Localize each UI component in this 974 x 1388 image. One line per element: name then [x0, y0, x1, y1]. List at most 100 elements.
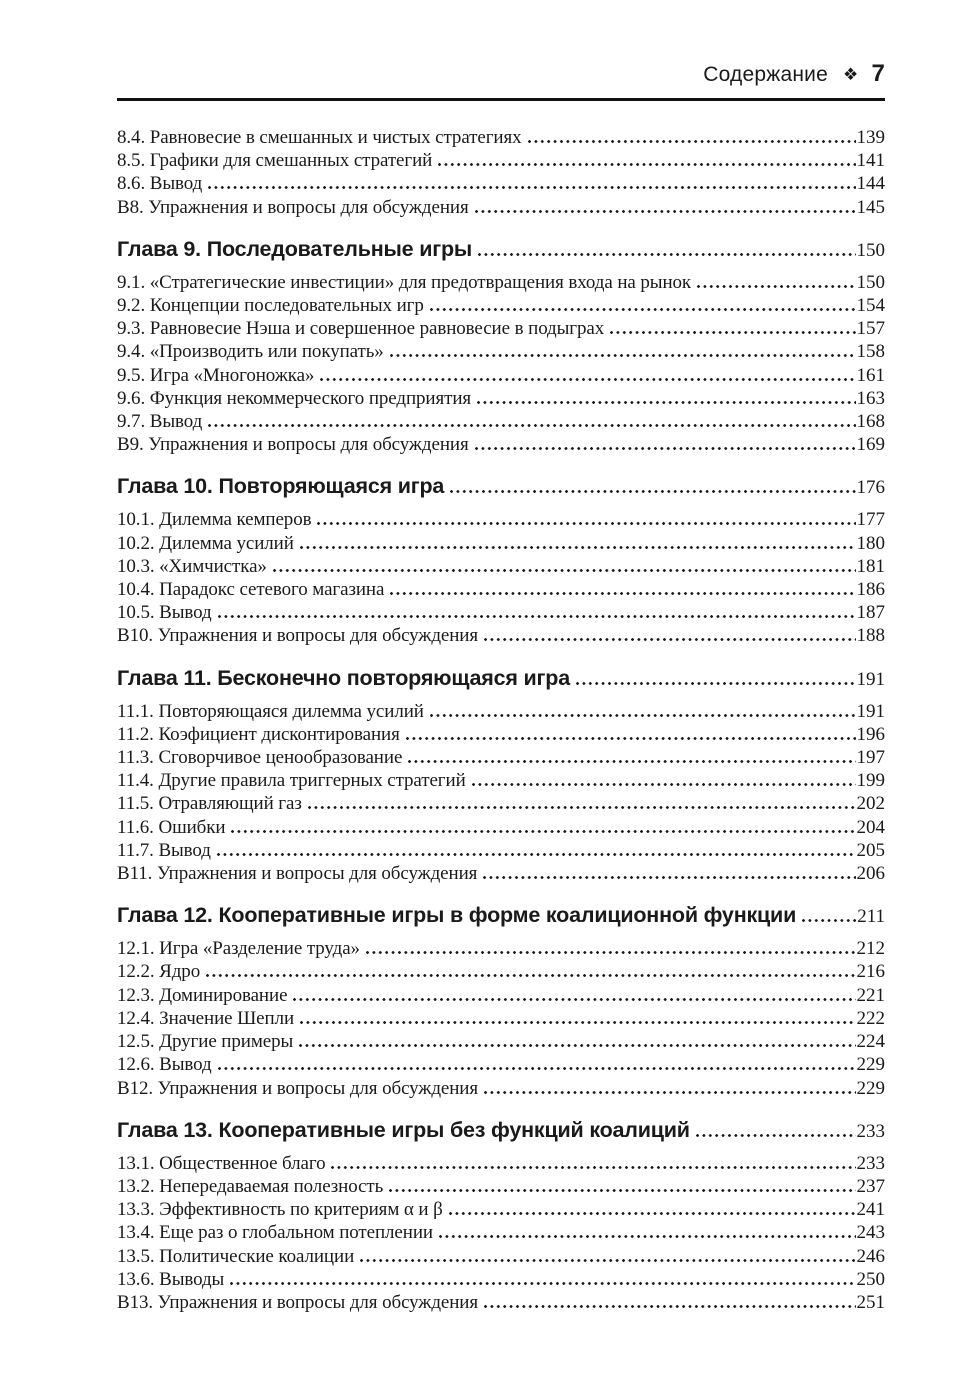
entry-title: 12.1. Игра «Разделение труда» [117, 938, 360, 960]
toc-entry-row: 12.3. Доминирование 221 [117, 984, 885, 1007]
entry-title: 12.2. Ядро [117, 961, 201, 983]
header-rule [117, 98, 885, 101]
toc-section: Глава 11. Бесконечно повторяющаяся игра … [117, 664, 885, 886]
toc-entry-row: 12.2. Ядро 216 [117, 960, 885, 983]
entry-page-number: 206 [856, 863, 886, 885]
page-folio: 7 [871, 60, 885, 87]
toc-list: 8.4. Равновесие в смешанных и чистых стр… [117, 126, 885, 1314]
entry-title: 13.3. Эффективность по критериям α и β [117, 1199, 443, 1221]
running-title: Содержание [703, 63, 828, 86]
toc-entry-row: 12.6. Вывод 229 [117, 1053, 885, 1076]
section-entries: 9.1. «Стратегические инвестиции» для пре… [117, 271, 885, 457]
entry-title: 8.4. Равновесие в смешанных и чистых стр… [117, 127, 522, 148]
entry-page-number: 187 [856, 602, 886, 624]
chapter-heading-page-number: 233 [856, 1120, 886, 1142]
toc-entry-row: 11.7. Вывод 205 [117, 839, 885, 862]
toc-entry-row: 11.2. Коэфициент дисконтирования 196 [117, 723, 885, 746]
entry-title: 11.7. Вывод [117, 839, 211, 861]
entry-title: В11. Упражнения и вопросы для обсуждения [117, 863, 478, 885]
section-entries: 12.1. Игра «Разделение труда» 212 12.2. … [117, 937, 885, 1099]
running-header: Содержание ❖ 7 [117, 60, 885, 88]
chapter-heading-page-number: 176 [856, 477, 886, 499]
entry-title: 12.3. Доминирование [117, 984, 288, 1006]
toc-entry-row: В8. Упражнения и вопросы для обсуждения … [117, 196, 885, 219]
entry-page-number: 241 [856, 1199, 886, 1221]
section-entries: 13.1. Общественное благо 233 13.2. Непер… [117, 1152, 885, 1314]
toc-entry-row: 9.1. «Стратегические инвестиции» для пре… [117, 271, 885, 294]
toc-entry-row: 9.6. Функция некоммерческого предприятия… [117, 387, 885, 410]
chapter-heading-row: Глава 11. Бесконечно повторяющаяся игра … [117, 664, 885, 694]
chapter-heading-page-number: 191 [856, 668, 886, 690]
entry-page-number: 221 [856, 984, 886, 1006]
entry-page-number: 158 [856, 341, 886, 363]
entry-page-number: 224 [856, 1031, 886, 1053]
toc-entry-row: 13.6. Выводы 250 [117, 1268, 885, 1291]
toc-entry-row: 9.5. Игра «Многоножка» 161 [117, 364, 885, 387]
entry-page-number: 229 [856, 1054, 886, 1076]
entry-title: 9.2. Концепции последовательных игр [117, 295, 424, 317]
entry-title: 13.6. Выводы [117, 1268, 225, 1290]
entry-title: 10.3. «Химчистка» [117, 555, 267, 577]
toc-entry-row: 8.5. Графики для смешанных стратегий 141 [117, 149, 885, 172]
entry-title: 10.1. Дилемма кемперов [117, 509, 312, 531]
toc-entry-row: 13.5. Политические коалиции 246 [117, 1245, 885, 1268]
toc-entry-row: 10.4. Парадокс сетевого магазина 186 [117, 578, 885, 601]
entry-page-number: 250 [856, 1268, 886, 1290]
entry-page-number: 212 [856, 938, 886, 960]
entry-title: 12.5. Другие примеры [117, 1031, 294, 1053]
entry-title: 11.6. Ошибки [117, 816, 226, 838]
toc-entry-row: В11. Упражнения и вопросы для обсуждения… [117, 862, 885, 885]
toc-entry-row: 12.4. Значение Шепли 222 [117, 1007, 885, 1030]
entry-title: 8.5. Графики для смешанных стратегий [117, 150, 433, 172]
toc-entry-row: 11.3. Сговорчивое ценообразование 197 [117, 746, 885, 769]
toc-entry-row: 12.1. Игра «Разделение труда» 212 [117, 937, 885, 960]
entry-title: 11.3. Сговорчивое ценообразование [117, 747, 403, 769]
entry-title: 12.4. Значение Шепли [117, 1007, 295, 1029]
entry-page-number: 139 [856, 127, 886, 148]
toc-entry-row: В13. Упражнения и вопросы для обсуждения… [117, 1291, 885, 1314]
entry-title: 10.5. Вывод [117, 602, 212, 624]
entry-title: 11.5. Отравляющий газ [117, 793, 302, 815]
entry-title: 11.1. Повторяющаяся дилемма усилий [117, 700, 424, 722]
chapter-heading-row: Глава 13. Кооперативные игры без функций… [117, 1116, 885, 1146]
entry-title: 10.2. Дилемма усилий [117, 532, 294, 554]
entry-title: В10. Упражнения и вопросы для обсуждения [117, 625, 478, 647]
entry-page-number: 169 [856, 434, 886, 456]
section-entries: 11.1. Повторяющаяся дилемма усилий 191 1… [117, 700, 885, 886]
entry-page-number: 141 [856, 150, 886, 172]
entry-title: 13.1. Общественное благо [117, 1152, 326, 1174]
chapter-heading-title: Глава 9. Последовательные игры [117, 236, 473, 261]
chapter-heading-title: Глава 12. Кооперативные игры в форме коа… [117, 903, 797, 928]
entry-page-number: 197 [856, 747, 886, 769]
toc-entry-row: 12.5. Другие примеры 224 [117, 1030, 885, 1053]
toc-section: Глава 9. Последовательные игры 150 9.1. … [117, 235, 885, 457]
entry-page-number: 196 [856, 723, 886, 745]
entry-title: 11.2. Коэфициент дисконтирования [117, 723, 400, 745]
toc-entry-row: 11.6. Ошибки 204 [117, 816, 885, 839]
entry-page-number: 202 [856, 793, 886, 815]
toc-entry-row: 11.5. Отравляющий газ 202 [117, 792, 885, 815]
chapter-heading-page-number: 211 [857, 906, 885, 928]
toc-entry-row: В10. Упражнения и вопросы для обсуждения… [117, 624, 885, 647]
entry-page-number: 188 [856, 625, 886, 647]
chapter-heading-row: Глава 10. Повторяющаяся игра 176 [117, 472, 885, 502]
entry-page-number: 181 [856, 555, 886, 577]
section-entries: 10.1. Дилемма кемперов 177 10.2. Дилемма… [117, 508, 885, 647]
chapter-heading-title: Глава 11. Бесконечно повторяющаяся игра [117, 665, 570, 690]
entry-page-number: 154 [856, 295, 886, 317]
toc-entry-row: 13.2. Непередаваемая полезность 237 [117, 1175, 885, 1198]
toc-entry-row: 9.4. «Производить или покупать» 158 [117, 340, 885, 363]
entry-page-number: 222 [856, 1007, 886, 1029]
toc-entry-row: В9. Упражнения и вопросы для обсуждения … [117, 433, 885, 456]
section-entries: 8.4. Равновесие в смешанных и чистых стр… [117, 126, 885, 219]
entry-page-number: 216 [856, 961, 886, 983]
toc-entry-row: 10.1. Дилемма кемперов 177 [117, 508, 885, 531]
entry-page-number: 177 [856, 509, 886, 531]
entry-title: 13.4. Еще раз о глобальном потеплении [117, 1222, 433, 1244]
entry-page-number: 150 [856, 271, 886, 293]
entry-title: В8. Упражнения и вопросы для обсуждения [117, 196, 469, 218]
entry-page-number: 163 [856, 387, 886, 409]
entry-page-number: 191 [856, 700, 886, 722]
entry-page-number: 161 [856, 364, 886, 386]
